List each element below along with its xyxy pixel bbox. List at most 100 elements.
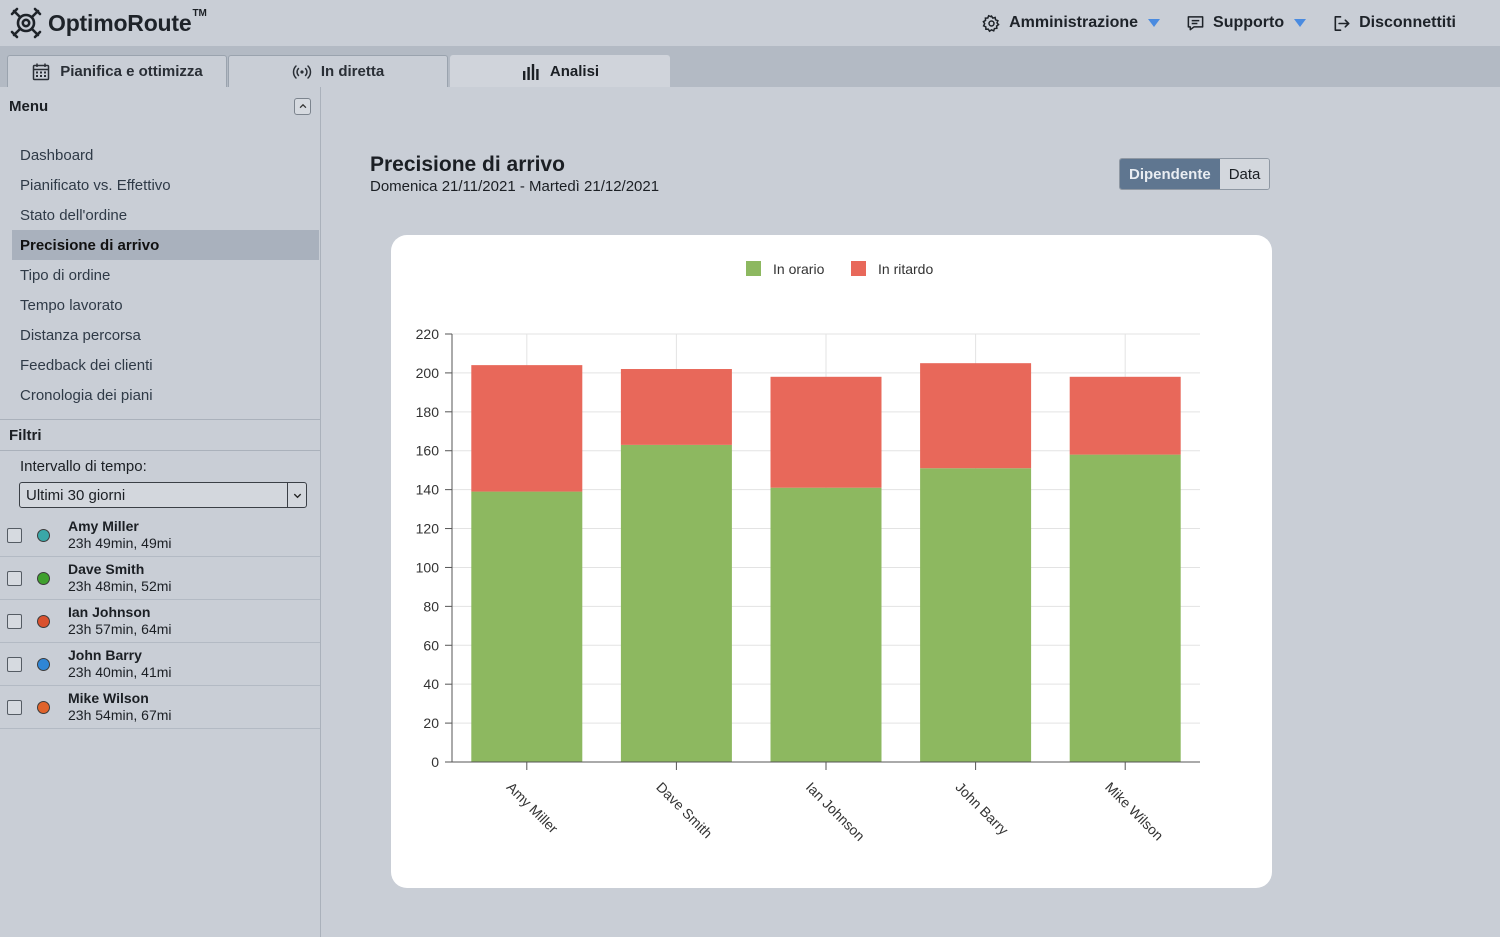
y-tick-label: 80 <box>423 598 439 614</box>
admin-menu-label: Amministrazione <box>1009 14 1139 31</box>
sidebar-menu-header: Menu <box>0 87 320 125</box>
bar-segment <box>620 369 732 445</box>
bar-chart-icon <box>522 63 539 80</box>
chat-icon <box>1187 15 1204 30</box>
chevron-up-icon <box>299 103 306 109</box>
tab-live[interactable]: In diretta <box>228 55 448 87</box>
sidebar-item-distance-traveled[interactable]: Distanza percorsa <box>20 326 141 344</box>
view-toggle: Dipendente Data <box>1119 158 1271 190</box>
list-item: Mike Wilson 23h 54min, 67mi <box>0 686 320 729</box>
support-menu-button[interactable]: Supporto <box>1186 14 1307 33</box>
driver-stats: 23h 54min, 67mi <box>68 707 172 723</box>
logo-text: OptimoRoute <box>48 9 192 36</box>
sidebar-item-dashboard[interactable]: Dashboard <box>20 146 94 164</box>
top-navigation: Amministrazione Supporto <box>982 0 1456 46</box>
calendar-icon <box>32 63 50 80</box>
driver-stats: 23h 40min, 41mi <box>68 664 172 680</box>
bar-segment <box>471 365 583 492</box>
logo-trademark: TM <box>192 7 207 19</box>
sidebar-item-customer-feedback[interactable]: Feedback dei clienti <box>20 356 153 374</box>
page-title: Precisione di arrivo <box>370 153 565 176</box>
time-interval-label: Intervallo di tempo: <box>20 458 147 475</box>
y-tick-label: 180 <box>416 404 440 420</box>
list-item: Amy Miller 23h 49min, 49mi <box>0 514 320 557</box>
driver-name: Dave Smith <box>68 561 145 577</box>
driver-checkbox[interactable] <box>7 657 22 672</box>
sidebar-item-arrival-accuracy[interactable]: Precisione di arrivo <box>12 230 319 260</box>
y-tick-label: 140 <box>416 482 440 498</box>
x-tick-label: Amy Miller <box>504 779 562 837</box>
tab-plan-optimize-label: Pianifica e ottimizza <box>60 63 203 80</box>
y-tick-label: 100 <box>416 559 440 575</box>
driver-color-dot <box>37 615 50 628</box>
logout-icon <box>1334 15 1350 31</box>
toggle-date-button[interactable]: Data <box>1219 159 1270 189</box>
admin-menu-button[interactable]: Amministrazione <box>982 14 1161 33</box>
bar-segment <box>1069 376 1181 455</box>
x-tick-label: Mike Wilson <box>1102 779 1167 844</box>
driver-list: Amy Miller 23h 49min, 49mi Dave Smith 23… <box>0 514 320 729</box>
driver-color-dot <box>37 701 50 714</box>
driver-stats: 23h 57min, 64mi <box>68 621 172 637</box>
sidebar-item-order-status[interactable]: Stato dell'ordine <box>20 206 128 224</box>
time-interval-select[interactable]: Ultimi 30 giorni <box>19 482 307 508</box>
arrival-accuracy-chart: In orario In ritardo 0 20 40 60 80 100 120 140 160… <box>416 261 1200 844</box>
tab-analytics[interactable]: Analisi <box>450 55 670 87</box>
date-range-subtitle: Domenica 21/11/2021 - Martedì 21/12/2021 <box>370 178 660 195</box>
logout-button[interactable]: Disconnettiti <box>1332 14 1456 33</box>
y-tick-label: 200 <box>416 365 440 381</box>
driver-checkbox[interactable] <box>7 614 22 629</box>
bar-segment <box>920 363 1032 469</box>
driver-color-dot <box>37 529 50 542</box>
sidebar: Menu Dashboard Pianificato vs. Effettivo… <box>0 87 321 937</box>
driver-name: Amy Miller <box>68 518 139 534</box>
tab-live-label: In diretta <box>320 63 385 80</box>
legend-label: In ritardo <box>878 261 933 277</box>
legend-label: In orario <box>773 261 825 277</box>
support-menu-label: Supporto <box>1213 14 1285 31</box>
tab-analytics-label: Analisi <box>549 63 600 80</box>
y-tick-label: 160 <box>416 443 440 459</box>
list-item: Dave Smith 23h 48min, 52mi <box>0 557 320 600</box>
sidebar-item-time-worked[interactable]: Tempo lavorato <box>20 296 123 314</box>
gear-icon <box>982 14 1000 32</box>
driver-name: John Barry <box>68 647 142 663</box>
y-tick-label: 40 <box>423 676 439 692</box>
driver-color-dot <box>37 658 50 671</box>
y-tick-label: 60 <box>423 637 439 653</box>
chevron-down-icon <box>1148 19 1161 27</box>
y-tick-label: 20 <box>423 715 439 731</box>
list-item: John Barry 23h 40min, 41mi <box>0 643 320 686</box>
driver-checkbox[interactable] <box>7 571 22 586</box>
collapse-menu-button[interactable] <box>294 97 311 115</box>
bar-segment <box>471 491 583 762</box>
driver-name: Ian Johnson <box>68 604 151 620</box>
sidebar-item-planned-vs-actual[interactable]: Pianificato vs. Effettivo <box>20 176 171 194</box>
driver-stats: 23h 49min, 49mi <box>68 535 172 551</box>
x-tick-label: John Barry <box>952 779 1011 838</box>
tab-plan-optimize[interactable]: Pianifica e ottimizza <box>7 55 227 87</box>
driver-stats: 23h 48min, 52mi <box>68 578 172 594</box>
chevron-down-icon <box>287 483 306 507</box>
broadcast-icon <box>292 64 312 79</box>
toggle-employee-button[interactable]: Dipendente <box>1120 159 1220 189</box>
chevron-down-icon <box>1294 19 1307 27</box>
driver-checkbox[interactable] <box>7 528 22 543</box>
filters-panel: Filtri Intervallo di tempo: Ultimi 30 gi… <box>0 419 320 729</box>
legend-swatch <box>746 261 761 276</box>
app-logo[interactable]: OptimoRoute TM <box>10 6 207 40</box>
filters-title: Filtri <box>0 419 320 451</box>
optimoroute-logo-icon <box>10 7 42 39</box>
bar-segment <box>920 468 1032 762</box>
sidebar-item-order-type[interactable]: Tipo di ordine <box>20 266 111 284</box>
driver-color-dot <box>37 572 50 585</box>
logout-label: Disconnettiti <box>1359 14 1456 31</box>
sidebar-item-plan-history[interactable]: Cronologia dei piani <box>20 386 153 404</box>
legend-swatch <box>851 261 866 276</box>
y-tick-label: 120 <box>416 521 440 537</box>
driver-checkbox[interactable] <box>7 700 22 715</box>
driver-name: Mike Wilson <box>68 690 149 706</box>
time-interval-value: Ultimi 30 giorni <box>26 486 126 504</box>
bar-segment <box>770 376 882 488</box>
y-tick-label: 220 <box>416 326 440 342</box>
